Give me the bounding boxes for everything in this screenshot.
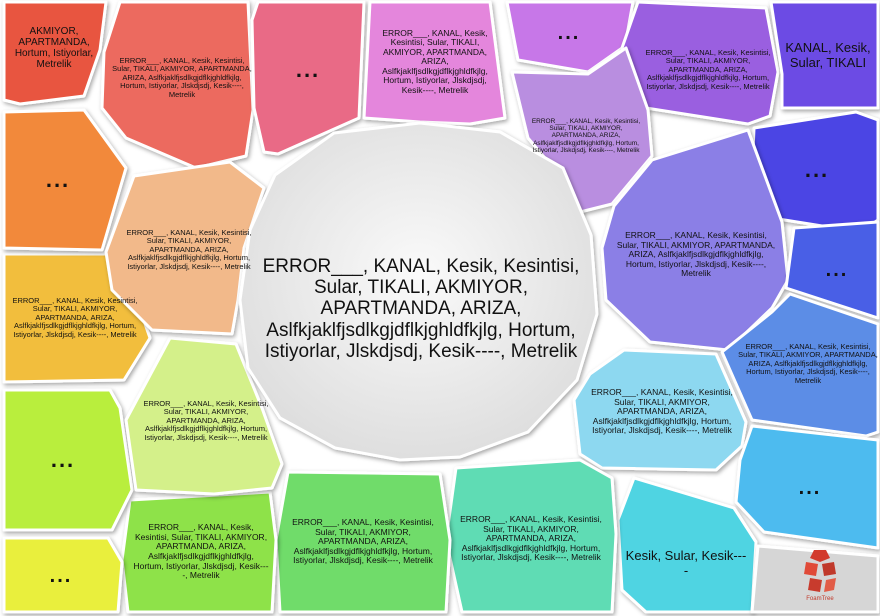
cell-label-violet-outer-b: ERROR___, KANAL, Kesik, Kesintisi, Sular… — [645, 48, 771, 91]
cell-orange-outer[interactable] — [2, 108, 128, 252]
cell-label-cyan-inner: ERROR___, KANAL, Kesik, Kesintisi, Sular… — [591, 387, 733, 436]
cell-cyan-inner[interactable] — [572, 348, 748, 472]
cell-label-amber-outer: ERROR___, KANAL, Kesik, Kesintisi, Sular… — [12, 296, 138, 339]
cell-blue-outer-b[interactable] — [784, 220, 880, 320]
cell-label-purple-inner: ERROR___, KANAL, Kesik, Kesintisi, Sular… — [531, 117, 641, 154]
foamtree-logo-icon — [804, 550, 836, 592]
cell-label-blue-outer-c: ERROR___, KANAL, Kesik, Kesintisi, Sular… — [738, 342, 878, 385]
cell-label-teal-outer: ERROR___, KANAL, Kesik, Kesintisi, Sular… — [460, 514, 602, 563]
cell-label-violet-outer-a: ... — [557, 21, 581, 44]
cell-label-aqua-outer: Kesik, Sular, Kesik---- — [625, 548, 747, 578]
cell-yellow-outer[interactable] — [2, 536, 124, 614]
cell-label-blue-outer-b: ... — [825, 258, 849, 281]
cell-peach-inner[interactable] — [104, 160, 266, 336]
cell-blue-outer-c[interactable] — [720, 292, 880, 438]
cell-pink-outer[interactable] — [250, 0, 366, 156]
cell-red-outer-a[interactable] — [2, 0, 108, 106]
cell-indigo-outer[interactable] — [769, 0, 880, 110]
cell-label-red-outer-a: AKMIYOR, APARTMANDA, Hortum, Istiyorlar,… — [14, 25, 94, 71]
cell-lime-outer[interactable] — [2, 388, 134, 532]
cell-label-magenta-outer: ERROR___, KANAL, Kesik, Kesintisi, Sular… — [382, 27, 488, 95]
center-cell[interactable] — [238, 121, 599, 462]
cell-magenta-outer[interactable] — [362, 0, 507, 126]
cell-aqua-outer[interactable] — [616, 476, 758, 614]
cell-label-green-outer-b: ERROR___, KANAL, Kesik, Kesintisi, Sular… — [133, 522, 269, 581]
cell-label-blue-outer-a: ... — [804, 156, 830, 182]
logo-caption: FoamTree — [806, 596, 834, 602]
cell-violet-outer-a[interactable] — [505, 0, 635, 74]
cell-label-peach-inner: ERROR___, KANAL, Kesik, Kesintisi, Sular… — [126, 228, 252, 271]
cell-label-pink-outer: ... — [295, 56, 321, 82]
cell-label-yellow-outer: ... — [49, 564, 73, 587]
cell-label-orange-outer: ... — [45, 166, 71, 192]
cell-label-cyan-outer: ... — [798, 476, 822, 499]
cell-lime-inner[interactable] — [124, 336, 284, 496]
cell-label-red-outer-b: ERROR___, KANAL, Kesik, Kesintisi, Sular… — [112, 56, 252, 99]
cell-cyan-outer[interactable] — [734, 424, 880, 550]
cell-label-lime-inner: ERROR___, KANAL, Kesik, Kesintisi, Sular… — [143, 399, 269, 442]
cell-label-lime-outer: ... — [50, 446, 76, 472]
cell-label-blue-inner: ERROR___, KANAL, Kesik, Kesintisi, Sular… — [616, 230, 776, 279]
center-cell-label: ERROR___, KANAL, Kesik, Kesintisi, Sular… — [262, 255, 580, 362]
cell-label-green-outer-a: ERROR___, KANAL, Kesik, Kesintisi, Sular… — [292, 517, 434, 566]
cell-label-indigo-outer: KANAL, Kesik, Sular, TIKALI — [785, 40, 871, 70]
